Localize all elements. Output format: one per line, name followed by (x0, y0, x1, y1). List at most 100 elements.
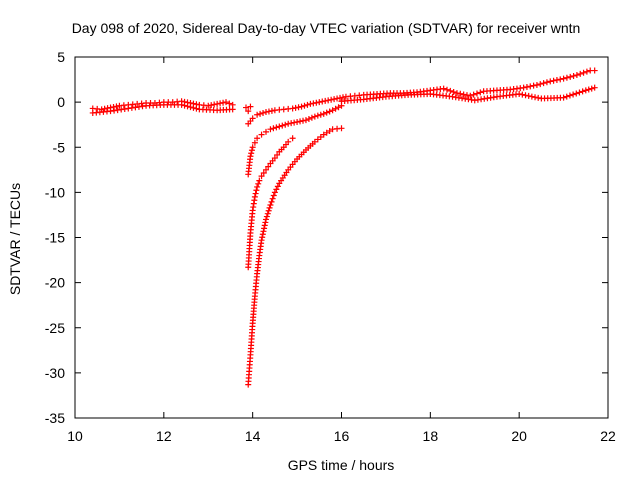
point (477, 89, 484, 96)
point (338, 125, 345, 132)
point (533, 81, 540, 88)
point (320, 110, 327, 117)
point (223, 99, 230, 106)
point (271, 155, 278, 162)
point (573, 72, 580, 79)
point (279, 122, 286, 129)
point (260, 228, 267, 235)
y-axis-label: SDTVAR / TECUs (7, 183, 23, 295)
point (588, 85, 595, 92)
point (273, 186, 280, 193)
point (271, 189, 278, 196)
y-tick-label: -10 (45, 184, 65, 200)
y-tick-label: -35 (45, 410, 65, 426)
point (248, 150, 255, 157)
x-tick-label: 10 (67, 428, 83, 444)
point (113, 103, 120, 110)
point (585, 86, 592, 93)
point (308, 114, 315, 121)
point (316, 99, 323, 106)
point (253, 187, 260, 194)
point (211, 101, 218, 108)
point (276, 123, 283, 130)
point (525, 92, 532, 99)
point (457, 90, 464, 97)
point (297, 118, 304, 125)
y-tick-label: -25 (45, 320, 65, 336)
point (254, 135, 261, 142)
point (261, 222, 268, 229)
point (193, 105, 200, 112)
point (256, 177, 263, 184)
point (259, 234, 266, 241)
point (560, 75, 567, 82)
point (313, 99, 320, 106)
point (255, 180, 262, 187)
point (543, 79, 550, 86)
point (260, 169, 267, 176)
point (263, 213, 270, 220)
point (522, 92, 529, 99)
point (258, 237, 265, 244)
point (226, 100, 233, 107)
point (520, 84, 527, 91)
point (310, 100, 317, 107)
point (274, 151, 281, 158)
point (265, 108, 272, 115)
point (291, 119, 298, 126)
point (190, 104, 197, 111)
point (460, 91, 467, 98)
point (184, 103, 191, 110)
point (583, 68, 590, 75)
point (259, 231, 266, 238)
point (252, 190, 259, 197)
point (245, 108, 252, 115)
point (532, 94, 539, 101)
point (328, 96, 335, 103)
point (254, 183, 261, 190)
point (467, 92, 474, 99)
point (264, 210, 271, 217)
point (248, 147, 255, 154)
point (582, 87, 589, 94)
y-tick-label: 0 (57, 94, 65, 110)
point (267, 126, 274, 133)
x-tick-label: 12 (156, 428, 172, 444)
point (181, 102, 188, 109)
y-tick-label: 5 (57, 49, 65, 65)
point (326, 108, 333, 115)
point (516, 91, 523, 98)
point (579, 88, 586, 95)
axes: 10 12 14 16 18 20 22 5 0 -5 -10 -15 -20 -25 -30 -35 (45, 49, 616, 444)
point (254, 111, 261, 118)
point (251, 193, 258, 200)
point (307, 100, 314, 107)
point (463, 92, 470, 99)
point (288, 120, 295, 127)
point (298, 103, 305, 110)
point (262, 166, 269, 173)
point (251, 139, 258, 146)
point (247, 153, 254, 160)
y-tick-label: -30 (45, 365, 65, 381)
point (447, 87, 454, 94)
point (282, 121, 289, 128)
point (187, 104, 194, 111)
point (580, 69, 587, 76)
point (305, 115, 312, 122)
point (450, 88, 457, 95)
point (331, 96, 338, 103)
point (243, 104, 250, 111)
point (257, 110, 264, 117)
point (262, 109, 269, 116)
point (325, 97, 332, 104)
point (289, 135, 296, 142)
point (591, 84, 598, 91)
point (319, 98, 326, 105)
point (566, 92, 573, 99)
point (292, 104, 299, 111)
point (214, 100, 221, 107)
point (301, 102, 308, 109)
point (267, 202, 274, 209)
